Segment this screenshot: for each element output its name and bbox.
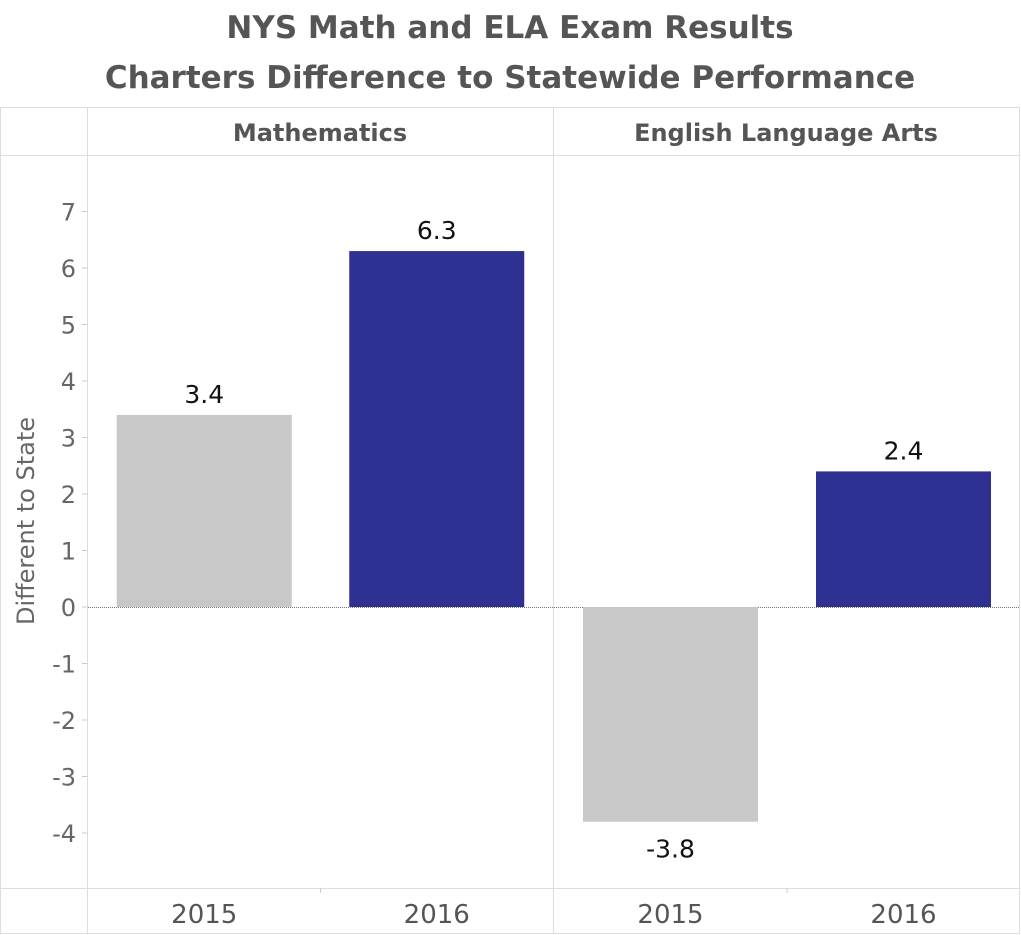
y-tick-label: 6: [61, 255, 76, 283]
y-tick-label: -2: [52, 707, 76, 735]
bar-value-label: -3.8: [646, 835, 695, 864]
bar-value-label: 2.4: [884, 436, 924, 465]
panel-title-ela: English Language Arts: [634, 119, 938, 147]
y-tick-label: -1: [52, 651, 76, 679]
y-tick-label: 3: [61, 425, 76, 453]
bar-mathematics-2015: [116, 414, 292, 607]
title-line-2: Charters Difference to Statewide Perform…: [105, 60, 915, 96]
y-tick-label: 4: [61, 368, 76, 396]
x-tick-label: 2015: [171, 900, 237, 930]
x-tick-label: 2015: [637, 900, 703, 930]
bar-mathematics-2016: [349, 251, 525, 608]
bar-english-language-arts-2016: [816, 471, 991, 607]
y-tick-label: 1: [61, 538, 76, 566]
x-axis-ticks: 2015 2016 2015 2016: [171, 888, 937, 930]
y-tick-label: 7: [61, 199, 76, 227]
bar-labels: 3.4 6.3 -3.8 2.4: [184, 216, 923, 864]
title-line-1: NYS Math and ELA Exam Results: [226, 10, 793, 46]
bars: [116, 251, 991, 822]
panel-title-mathematics: Mathematics: [233, 119, 407, 147]
x-tick-label: 2016: [870, 900, 936, 930]
y-axis-ticks: 7 6 5 4 3 2 1 0 -1 -2 -3 -4: [52, 199, 87, 848]
bar-value-label: 6.3: [417, 216, 457, 245]
y-tick-label: 0: [61, 594, 76, 622]
chart-title: NYS Math and ELA Exam Results Charters D…: [105, 10, 915, 96]
panel-title-0: Mathematics: [233, 119, 407, 147]
y-tick-label: -4: [52, 820, 76, 848]
chart-frame: [0, 107, 1020, 934]
panel-title-1: English Language Arts: [634, 119, 938, 147]
y-axis-label: Different to State: [12, 417, 40, 625]
bar-english-language-arts-2015: [583, 607, 758, 822]
y-tick-label: 2: [61, 481, 76, 509]
bar-value-label: 3.4: [184, 380, 224, 409]
y-tick-label: -3: [52, 764, 76, 792]
x-tick-label: 2016: [404, 900, 470, 930]
y-tick-label: 5: [61, 312, 76, 340]
